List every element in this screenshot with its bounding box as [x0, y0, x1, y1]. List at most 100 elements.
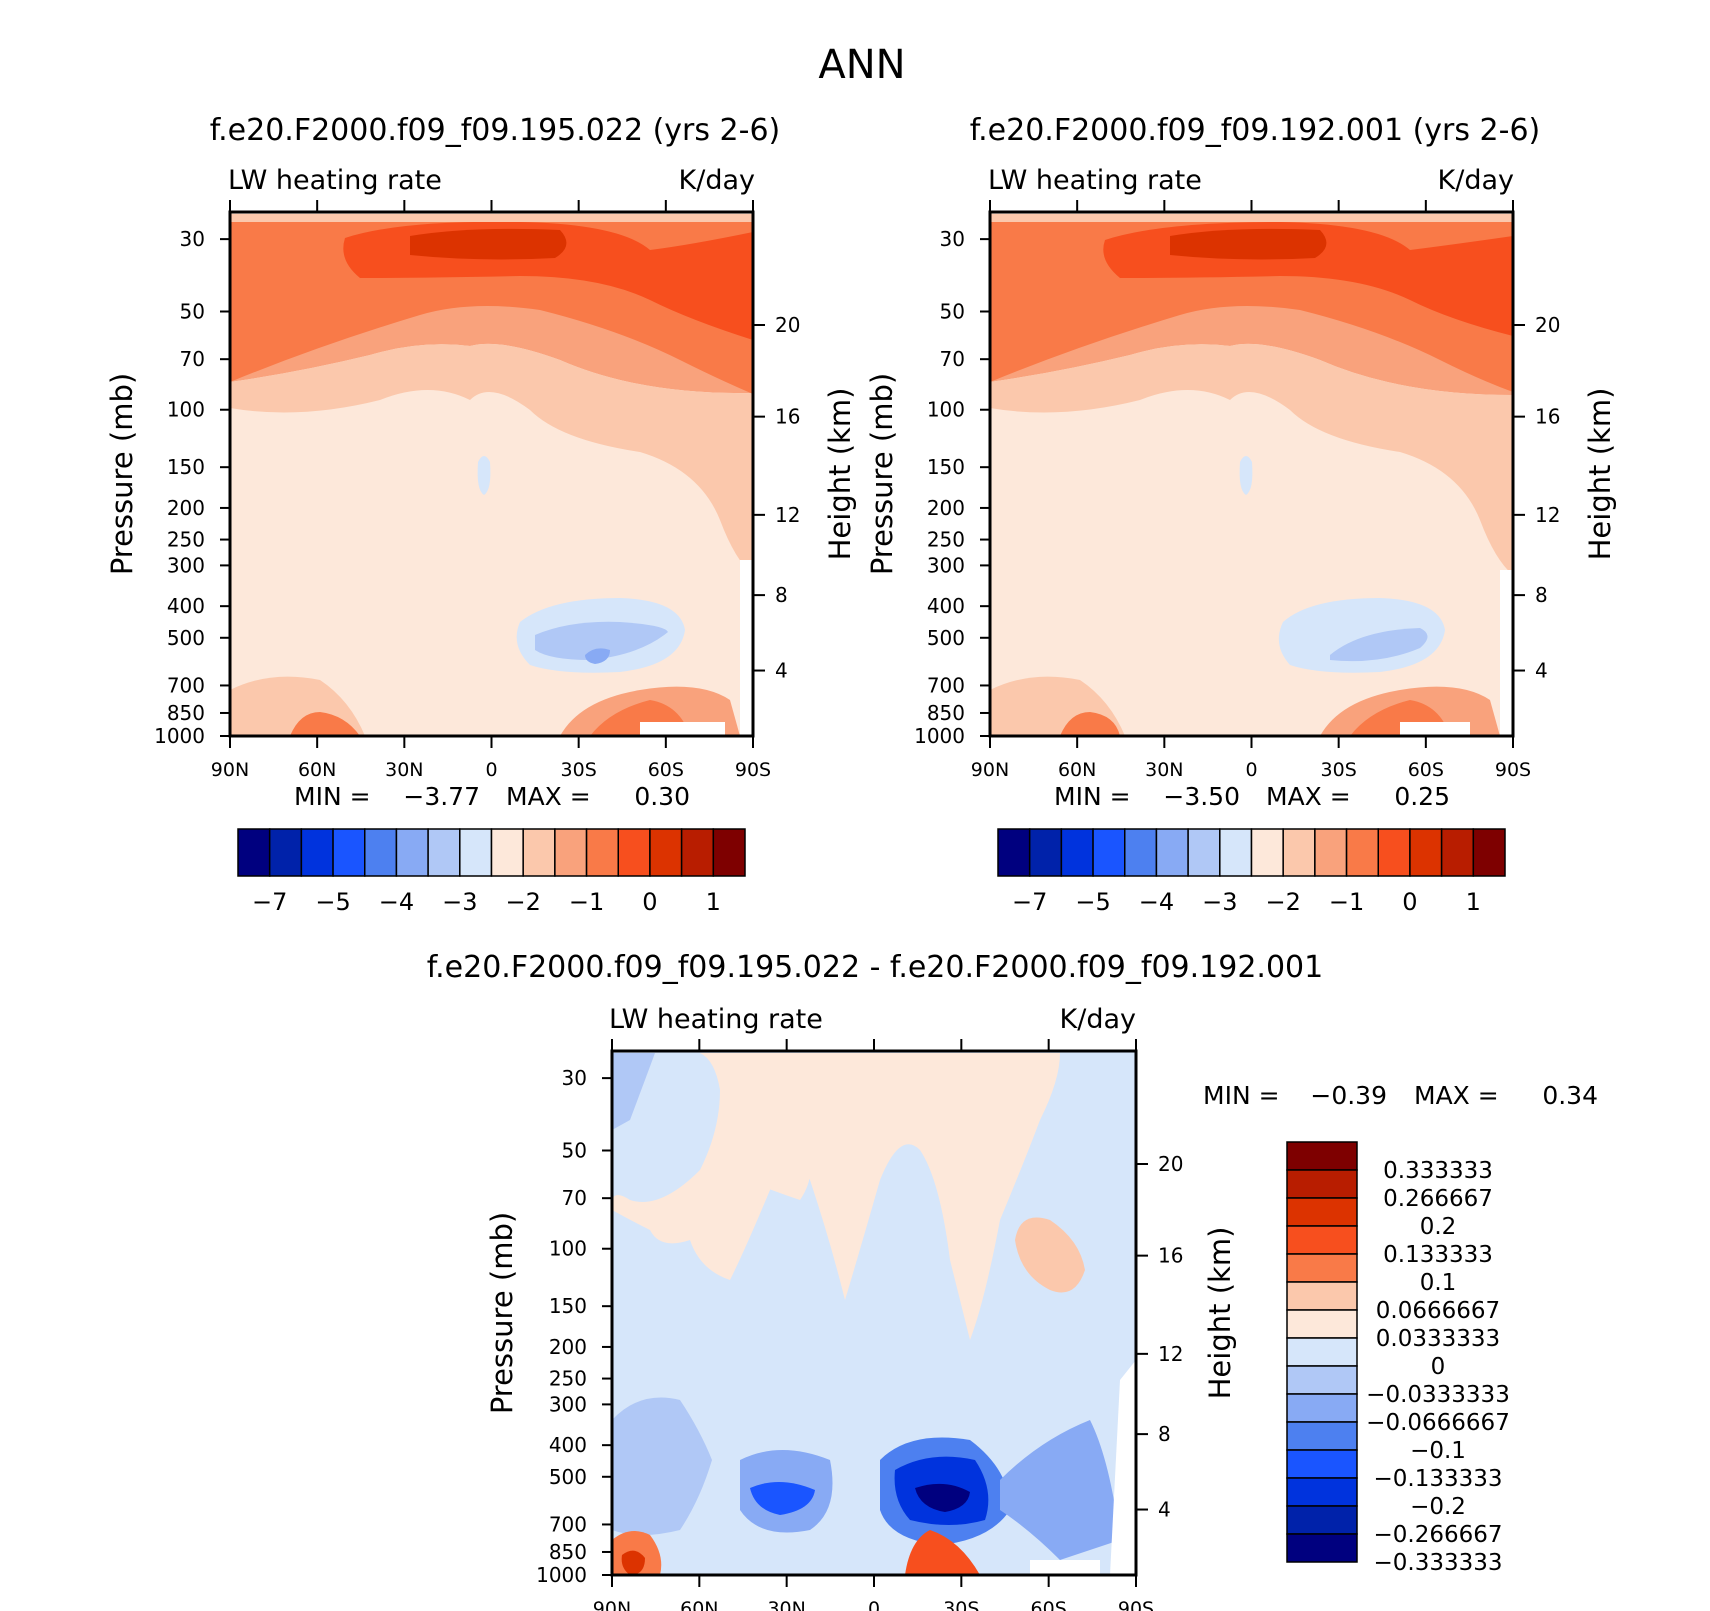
colorbar-tick-label: 0.133333 [1383, 1242, 1493, 1268]
y-tick-label: 30 [562, 1066, 587, 1090]
min-label: MIN = [294, 782, 371, 811]
y-tick-label: 400 [167, 594, 205, 618]
contour-fill [621, 1550, 645, 1575]
y-axis-right-label: Height (km) [1203, 1227, 1237, 1400]
contour-fill [535, 621, 668, 660]
y-tick-label: 30 [940, 227, 965, 251]
y-tick-label: 250 [927, 528, 965, 552]
colorbar-tick-label: 0 [1402, 888, 1417, 916]
contour-fill [585, 648, 610, 664]
y-right-tick-label: 20 [775, 313, 800, 337]
x-tick-label: 0 [485, 759, 497, 781]
variable-label: LW heating rate [988, 165, 1202, 196]
y-right-tick-label: 4 [775, 659, 788, 683]
units-label: K/day [679, 165, 755, 196]
contour-fill [1060, 712, 1120, 736]
max-label: MAX = [1266, 782, 1351, 811]
colorbar-swatch [1060, 828, 1094, 877]
colorbar-swatch [300, 828, 334, 877]
colorbar-swatch [1187, 828, 1221, 877]
y-right-tick-label: 12 [1158, 1342, 1183, 1366]
contour-plot [610, 1049, 1138, 1577]
colorbar-tick-label: −2 [1265, 888, 1300, 916]
colorbar-tick-label: 0.0333333 [1376, 1326, 1500, 1352]
colorbar-swatch [712, 828, 746, 877]
page-title: ANN [818, 42, 905, 88]
contour-fill [612, 1053, 655, 1130]
x-tick-label: 30S [561, 759, 597, 781]
colorbar-swatch [332, 828, 366, 877]
contour-fill [1000, 1420, 1120, 1560]
contour-fill [1278, 598, 1445, 673]
y-tick-label: 500 [167, 626, 205, 650]
colorbar-swatch [1092, 828, 1126, 877]
colorbar-swatch [1286, 1421, 1358, 1451]
y-axis-right-label: Height (km) [1583, 388, 1617, 561]
colorbar-swatch [1155, 828, 1189, 877]
y-tick-label: 70 [562, 1186, 587, 1210]
colorbar-swatch [459, 828, 493, 877]
max-label: MAX = [1414, 1081, 1499, 1110]
contour-plot [988, 210, 1515, 738]
contour-fill [1015, 1217, 1085, 1293]
colorbar-swatch [1472, 828, 1506, 877]
x-tick-label: 90S [735, 759, 771, 781]
x-tick-label: 90N [971, 759, 1009, 781]
colorbar-swatch [1286, 1337, 1358, 1367]
y-tick-label: 400 [927, 594, 965, 618]
y-tick-label: 850 [167, 701, 205, 725]
colorbar-tick-label: −7 [252, 888, 287, 916]
contour-fill [915, 1483, 970, 1512]
y-tick-label: 50 [940, 300, 965, 324]
x-tick-label: 60S [1031, 1598, 1067, 1611]
x-axis: 90N 60N 30N 0 30S 60S 90S [971, 200, 1531, 781]
colorbar-swatch [1028, 828, 1063, 877]
contour-plot [228, 210, 755, 738]
y-tick-label: 150 [927, 455, 965, 479]
colorbar-tick-label: −7 [1012, 888, 1047, 916]
x-tick-label: 90N [211, 759, 249, 781]
colorbar-swatch [1286, 1449, 1358, 1479]
contour-fill [1239, 456, 1253, 495]
y-tick-label: 300 [549, 1392, 587, 1416]
colorbar-tick-label: −1 [569, 888, 604, 916]
contour-fill [990, 343, 1513, 575]
colorbar-swatch [395, 828, 429, 877]
y-tick-label: 50 [562, 1139, 587, 1163]
y-tick-label: 100 [549, 1237, 587, 1261]
y-tick-label: 1000 [914, 724, 965, 748]
x-tick-label: 0 [1245, 759, 1257, 781]
y-right-tick-label: 8 [1158, 1422, 1171, 1446]
contour-fill [1214, 411, 1320, 560]
x-tick-label: 90S [1495, 759, 1531, 781]
colorbar-swatch [1286, 1533, 1358, 1563]
contour-fill [477, 456, 491, 495]
colorbar-swatch [1314, 828, 1348, 877]
colorbar-swatch [585, 828, 619, 877]
missing-data-region [1030, 1560, 1100, 1575]
y-tick-label: 700 [549, 1512, 587, 1536]
min-value: −3.77 [403, 782, 480, 811]
y-tick-label: 70 [180, 347, 205, 371]
colorbar-tick-label: −0.2 [1410, 1494, 1466, 1520]
colorbar-swatch [490, 828, 524, 877]
colorbar-swatch [268, 828, 303, 877]
colorbar-swatch [1219, 828, 1253, 877]
y-axis-label: Pressure (mb) [105, 373, 139, 575]
y-tick-label: 850 [927, 701, 965, 725]
colorbar-tick-label: −4 [379, 888, 414, 916]
panel-model-195: f.e20.F2000.f09_f09.195.022 (yrs 2-6) LW… [105, 113, 857, 916]
x-axis: 90N 60N 30N 0 30S 60S 90S [211, 200, 771, 781]
panel-title: f.e20.F2000.f09_f09.192.001 (yrs 2-6) [970, 113, 1540, 148]
max-value: 0.30 [634, 782, 690, 811]
contour-fill [230, 214, 753, 222]
colorbar-tick-label: 1 [706, 888, 721, 916]
y-tick-label: 700 [927, 673, 965, 697]
colorbar-tick-label: −1 [1329, 888, 1364, 916]
min-label: MIN = [1203, 1081, 1280, 1110]
x-tick-label: 60S [1408, 759, 1444, 781]
missing-data-region [1110, 1360, 1136, 1575]
y-tick-label: 70 [940, 347, 965, 371]
